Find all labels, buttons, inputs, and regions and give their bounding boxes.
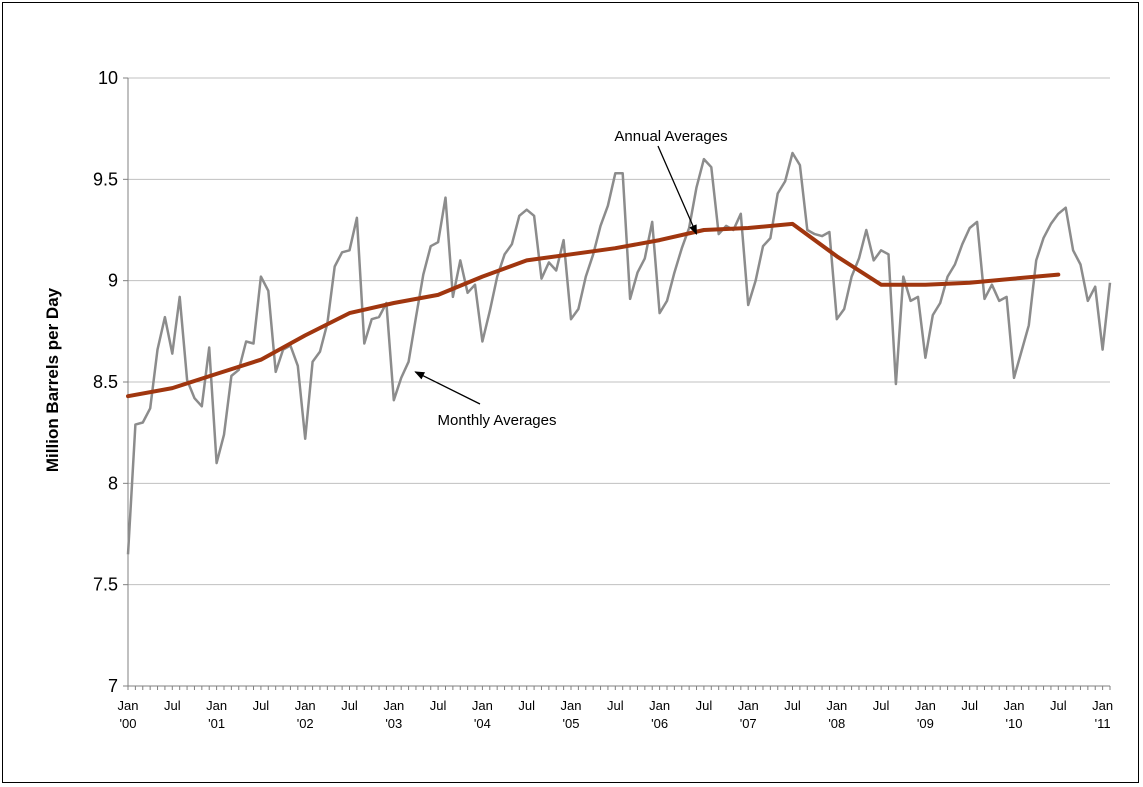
annotation-arrow-monthly <box>414 371 481 405</box>
x-tick-label: Jan <box>118 698 139 713</box>
x-tick-label-year: '06 <box>651 716 668 731</box>
x-tick-label-year: '05 <box>563 716 580 731</box>
x-tick-label-year: '02 <box>297 716 314 731</box>
x-tick-label: Jan <box>826 698 847 713</box>
annotation-monthly-averages: Monthly Averages <box>438 412 557 429</box>
x-tick-label: Jul <box>253 698 270 713</box>
annotation-arrow-annual <box>657 145 698 235</box>
y-tick-label: 9 <box>108 271 118 291</box>
x-tick-label-year: '04 <box>474 716 491 731</box>
x-tick-label: Jul <box>341 698 358 713</box>
x-tick-label-year: '11 <box>1095 716 1111 731</box>
x-tick-label: Jan <box>1092 698 1113 713</box>
x-tick-label: Jul <box>430 698 447 713</box>
annotation-annual-averages: Annual Averages <box>614 128 727 145</box>
x-tick-label: Jul <box>1050 698 1067 713</box>
x-tick-label-year: '01 <box>208 716 225 731</box>
x-tick-label: Jul <box>607 698 624 713</box>
x-tick-label: Jan <box>1004 698 1025 713</box>
x-tick-label: Jan <box>383 698 404 713</box>
y-tick-label: 9.5 <box>93 169 118 189</box>
annotations: Annual Averages Monthly Averages <box>414 128 728 429</box>
y-tick-label: 7 <box>108 676 118 696</box>
monthly-averages-line <box>126 151 1112 555</box>
y-tick-label: 10 <box>98 68 118 88</box>
annual-averages-line <box>126 221 1061 399</box>
x-tick-label: Jan <box>472 698 493 713</box>
x-tick-label: Jul <box>873 698 890 713</box>
x-tick-label: Jan <box>206 698 227 713</box>
x-tick-label: Jan <box>738 698 759 713</box>
x-tick-label-year: '08 <box>828 716 845 731</box>
x-tick-label-year: '00 <box>120 716 137 731</box>
x-tick-label-year: '10 <box>1006 716 1023 731</box>
x-tick-label: Jan <box>561 698 582 713</box>
y-axis-label: Million Barrels per Day <box>43 287 62 472</box>
x-tick-label: Jul <box>784 698 801 713</box>
y-tick-label: 8 <box>108 473 118 493</box>
axes: 7 7.5 8 8.5 9 9.5 10 Jan '00 Jul Jan '01 Jul Jan '02 Ju… <box>93 68 1113 731</box>
gridlines <box>128 77 1110 586</box>
x-tick-label: Jul <box>961 698 978 713</box>
x-tick-label: Jul <box>696 698 713 713</box>
x-tick-label: Jan <box>649 698 670 713</box>
y-tick-label: 8.5 <box>93 372 118 392</box>
y-tick-label: 7.5 <box>93 575 118 595</box>
x-tick-label: Jan <box>295 698 316 713</box>
x-tick-label-year: '07 <box>740 716 757 731</box>
x-tick-label: Jan <box>915 698 936 713</box>
x-tick-label-year: '09 <box>917 716 934 731</box>
series <box>126 151 1112 555</box>
x-tick-label-year: '03 <box>385 716 402 731</box>
x-tick-label: Jul <box>518 698 535 713</box>
x-tick-label: Jul <box>164 698 181 713</box>
